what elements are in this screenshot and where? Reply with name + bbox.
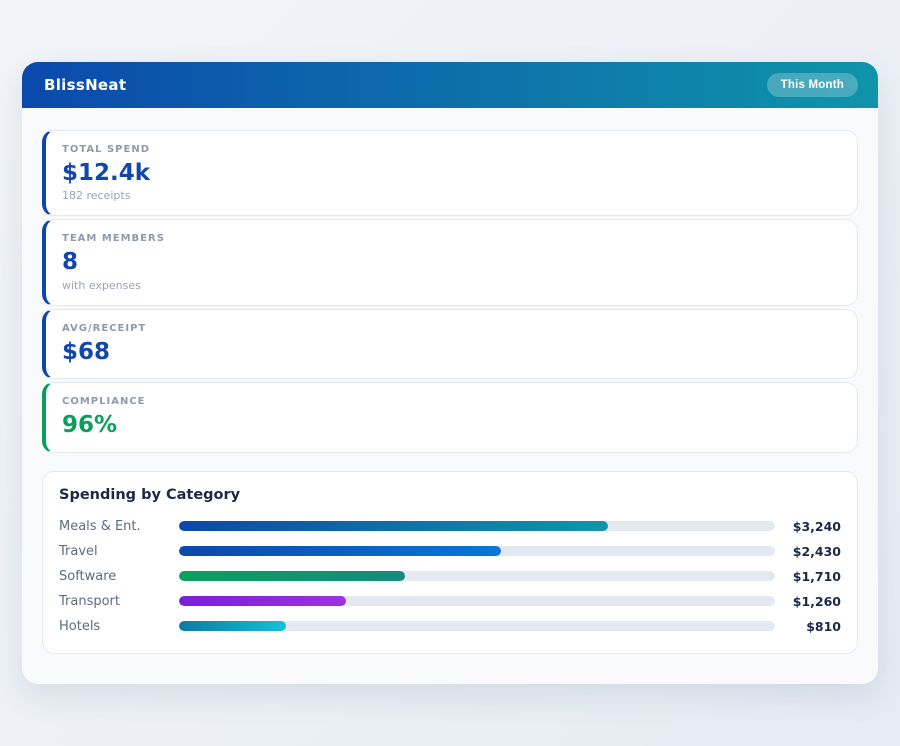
chart-rows: Meals & Ent. $3,240 Travel $2,430 Software $1…	[59, 514, 841, 639]
chart-card: Spending by Category Meals & Ent. $3,240 T…	[42, 470, 858, 654]
bar-track	[179, 621, 775, 632]
category-label: Software	[59, 568, 117, 584]
bar-track	[179, 521, 775, 532]
stat-label: COMPLIANCE	[62, 396, 146, 408]
category-label: Travel	[59, 543, 98, 559]
chart-row: Travel $2,430	[59, 539, 841, 564]
bar-fill	[179, 571, 406, 582]
bar-fill	[179, 621, 287, 632]
category-label: Meals & Ent.	[59, 518, 141, 534]
chart-title: Spending by Category	[59, 486, 241, 503]
app-window: BlissNeat This Month TOTAL SPEND $12.4k 18…	[22, 62, 878, 684]
chart-row: Meals & Ent. $3,240	[59, 514, 841, 539]
category-value: $2,430	[792, 543, 841, 559]
stat-value: $12.4k	[62, 160, 151, 186]
bar-fill	[179, 521, 609, 532]
category-value: $3,240	[792, 518, 841, 534]
category-label: Hotels	[59, 618, 101, 634]
bar-track	[179, 546, 775, 557]
chart-row: Software $1,710	[59, 564, 841, 589]
app-header: BlissNeat This Month	[22, 62, 878, 108]
stat-value: 8	[62, 249, 79, 276]
bar-fill	[179, 596, 346, 607]
stat-subtext: 182 receipts	[62, 189, 131, 203]
period-badge[interactable]: This Month	[766, 73, 858, 97]
stat-card-team-members: TEAM MEMBERS 8 with expenses	[42, 219, 858, 306]
stat-card-compliance: COMPLIANCE 96%	[42, 382, 858, 453]
chart-row: Hotels $810	[59, 614, 841, 639]
stat-label: TOTAL SPEND	[62, 144, 150, 155]
bar-track	[179, 571, 775, 582]
chart-row: Transport $1,260	[59, 589, 841, 614]
bar-fill	[179, 546, 501, 557]
stat-value: 96%	[62, 412, 118, 439]
stat-card-total-spend: TOTAL SPEND $12.4k 182 receipts	[42, 130, 858, 217]
stat-label: AVG/RECEIPT	[62, 322, 147, 334]
app-title: BlissNeat	[44, 76, 127, 94]
stat-label: TEAM MEMBERS	[62, 233, 165, 245]
stat-card-avg-receipt: AVG/RECEIPT $68	[42, 308, 858, 380]
category-value: $1,710	[792, 568, 841, 584]
category-value: $1,260	[792, 593, 841, 609]
app-body: TOTAL SPEND $12.4k 182 receipts TEAM MEMBER…	[22, 108, 878, 676]
bar-track	[179, 596, 775, 607]
stat-subtext: with expenses	[62, 278, 141, 292]
stat-value: $68	[62, 338, 111, 365]
category-label: Transport	[59, 593, 121, 609]
stats-list: TOTAL SPEND $12.4k 182 receipts TEAM MEMBER…	[42, 130, 858, 453]
category-value: $810	[806, 618, 841, 634]
